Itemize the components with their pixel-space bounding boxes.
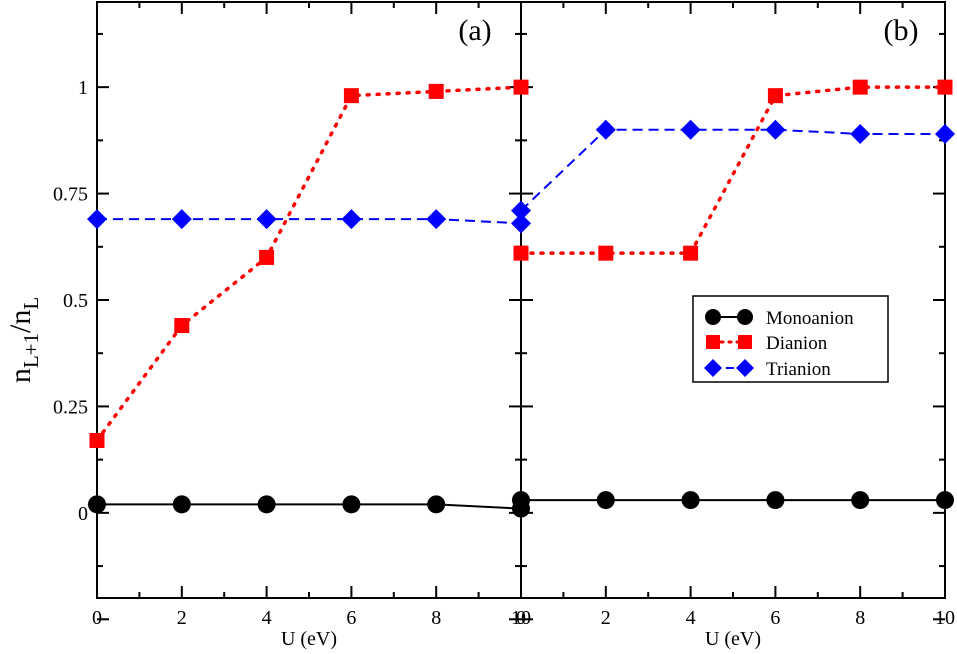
panel-b-point-trianion: [680, 119, 701, 140]
markers-layer: [87, 79, 955, 518]
panel-a-point-trianion: [426, 209, 447, 230]
panel-b-point-monoanion: [512, 491, 530, 510]
panel-b-point-monoanion: [596, 491, 615, 510]
legend-label-trianion: Trianion: [766, 359, 831, 380]
panel-b-point-dianion: [683, 245, 699, 261]
panel-label-a: (a): [458, 14, 491, 47]
panel-label-b: (b): [884, 14, 919, 47]
panel-a-point-dianion: [174, 318, 190, 334]
series-lines-layer: [95, 85, 947, 510]
panel-b-point-trianion: [595, 119, 616, 140]
legend-item-dianion: Dianion: [706, 333, 828, 354]
y-tick-label: 0.5: [63, 290, 88, 312]
legend-marker-trianion-end: [736, 359, 754, 377]
x-axis-title-a: U (eV): [281, 628, 337, 650]
y-tick-label: 0.25: [53, 396, 88, 418]
legend-marker-monoanion-end: [737, 309, 753, 325]
y-tick-label: 0: [78, 503, 88, 525]
panel-a-point-trianion: [341, 209, 362, 230]
panel-b-point-monoanion: [936, 491, 954, 510]
panel-a-x-tick-label: 2: [177, 607, 187, 629]
panel-a-point-monoanion: [88, 495, 106, 514]
panel-b-point-monoanion: [766, 491, 785, 510]
y-axis-title-sub2: L: [19, 297, 43, 310]
panel-a-x-tick-label: 10: [511, 607, 531, 629]
panel-a-point-trianion: [256, 209, 277, 230]
y-axis-title-base: n: [4, 368, 37, 383]
panel-a-point-dianion: [428, 83, 444, 99]
panel-a-point-trianion: [511, 213, 531, 234]
legend-marker-monoanion: [705, 309, 721, 325]
panel-a-point-monoanion: [257, 495, 276, 514]
panel-a-x-tick-label: 4: [262, 607, 272, 629]
panel-a-point-trianion: [87, 209, 107, 230]
x-axis-title-b: U (eV): [705, 628, 761, 650]
panel-a-point-dianion: [343, 88, 359, 104]
legend-label-dianion: Dianion: [766, 333, 828, 354]
panel-b-point-trianion: [935, 123, 955, 144]
panel-b-x-tick-label: 4: [686, 607, 696, 629]
panel-b-point-dianion: [852, 79, 868, 95]
panel-a-point-monoanion: [172, 495, 191, 514]
panel-a-line-monoanion: [97, 503, 522, 510]
panel-b-x-tick-label: 6: [770, 607, 780, 629]
panel-b-point-trianion: [765, 119, 786, 140]
panel-b-line-trianion: [520, 128, 945, 212]
panel-a-point-dianion: [89, 432, 105, 448]
panel-b-point-dianion: [598, 245, 614, 261]
panel-a-x-tick-label: 0: [92, 607, 102, 629]
y-axis-title-sub1: L+1: [19, 333, 43, 368]
y-tick-label: 0.75: [53, 184, 88, 206]
legend-label-monoanion: Monoanion: [766, 308, 854, 329]
panel-a-point-monoanion: [342, 495, 361, 514]
panel-a-point-trianion: [171, 209, 192, 230]
panel-a-line-dianion: [95, 85, 523, 443]
panel-a-line-trianion: [97, 218, 522, 225]
panel-b-x-tick-label: 0: [516, 607, 526, 629]
panel-b-point-trianion: [850, 123, 871, 144]
panel-b-point-monoanion: [681, 491, 700, 510]
legend-marker-dianion: [706, 335, 720, 349]
panel-b-point-dianion: [513, 245, 529, 261]
panel-b-x-tick-label: 2: [601, 607, 611, 629]
y-axis-title-sep: /n: [4, 310, 37, 333]
panel-b-point-trianion: [511, 200, 531, 221]
panel-b-point-monoanion: [851, 491, 870, 510]
panel-a-x-tick-label: 8: [431, 607, 441, 629]
legend-item-trianion: Trianion: [704, 359, 831, 380]
panel-b-line-dianion: [519, 85, 947, 255]
legend-marker-dianion-end: [738, 335, 752, 349]
panel-b-point-dianion: [767, 88, 783, 104]
panel-a-point-dianion: [259, 249, 275, 265]
panel-a-x-tick-label: 6: [346, 607, 356, 629]
legend-item-monoanion: Monoanion: [705, 308, 854, 329]
panel-b-x-tick-label: 10: [935, 607, 955, 629]
y-tick-label: 1: [78, 77, 88, 99]
legend-marker-trianion: [704, 359, 722, 377]
legend: Monoanion Dianion Trianion: [692, 295, 889, 383]
panel-b-point-dianion: [937, 79, 953, 95]
y-axis-title: nL+1/nL: [4, 297, 43, 383]
panel-a-point-dianion: [513, 79, 529, 95]
panel-b-x-tick-label: 8: [855, 607, 865, 629]
legend-box: [692, 295, 889, 383]
panel-a-point-monoanion: [427, 495, 446, 514]
